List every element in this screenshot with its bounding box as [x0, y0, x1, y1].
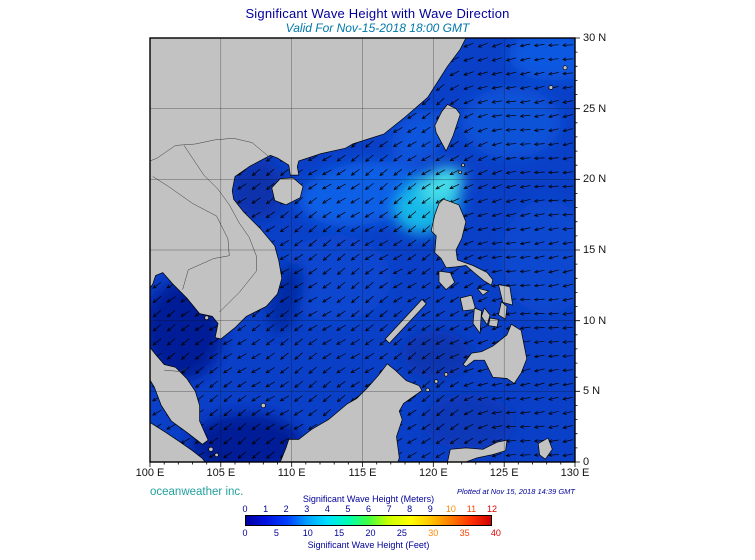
swh-region	[423, 394, 515, 451]
lon-tick-label: 125 E	[489, 467, 519, 479]
landmass-malay-peninsula	[150, 347, 209, 445]
lat-tick-label: 5 N	[583, 385, 601, 398]
swh-region	[402, 330, 471, 379]
colorbar-feet-label: Significant Wave Height (Feet)	[307, 540, 430, 550]
feet-tick-value: 10	[302, 528, 313, 538]
landmass-bohol	[488, 317, 499, 328]
feet-tick-value: 5	[273, 528, 279, 538]
small-islands	[204, 65, 568, 458]
feet-tick-value: 35	[459, 528, 470, 538]
feet-tick-value: 25	[396, 528, 407, 538]
meters-tick-value: 5	[345, 504, 351, 514]
landmass-mindanao	[462, 323, 528, 384]
landmass-luzon	[430, 198, 494, 286]
meters-tick-value: 11	[466, 504, 477, 514]
valid-time-subtitle: Valid For Nov-15-2018 18:00 GMT	[285, 21, 470, 35]
colorbar-gradient	[245, 515, 492, 526]
landmass-taiwan	[434, 104, 461, 152]
landmass-mainland-asia	[150, 38, 467, 340]
landmass-halmahera	[537, 437, 553, 460]
landmass-sulawesi	[447, 439, 508, 462]
swh-region	[189, 413, 303, 462]
latitude-axis: 30 N 25 N 20 N 15 N 10 N 5 N 0	[583, 32, 628, 468]
feet-tick-value: 15	[334, 528, 345, 538]
meters-tick-value: 9	[427, 504, 433, 514]
lon-tick-label: 115 E	[348, 467, 377, 479]
lon-tick-label: 130 E	[560, 467, 590, 479]
feet-tick-value: 30	[428, 528, 439, 538]
colorbar-meters-label: Significant Wave Height (Meters)	[302, 494, 435, 504]
meters-tick-value: 3	[304, 504, 310, 514]
country-borders	[150, 138, 270, 372]
meters-tick-value: 0	[242, 504, 248, 514]
lat-tick-label: 25 N	[583, 102, 607, 115]
meters-tick-value: 4	[324, 504, 330, 514]
meters-tick-value: 8	[407, 504, 413, 514]
lon-tick-label: 120 E	[418, 467, 448, 479]
swh-region	[461, 87, 561, 159]
map-frame	[149, 37, 576, 463]
lat-tick-label: 30 N	[583, 32, 607, 44]
landmass-leyte	[498, 301, 508, 320]
grid-lines	[150, 38, 575, 462]
lat-tick-label: 10 N	[583, 314, 607, 327]
swh-color-regions	[150, 38, 575, 462]
landmasses	[150, 38, 568, 462]
meters-tick-value: 10	[445, 504, 456, 514]
plotted-at-timestamp: Plotted at Nov 15, 2018 14:39 GMT	[457, 487, 575, 496]
lat-tick-label: 0	[583, 456, 590, 468]
landmass-borneo	[279, 363, 423, 462]
feet-tick-value: 0	[242, 528, 248, 538]
lat-tick-label: 20 N	[583, 173, 607, 186]
swh-region	[508, 38, 575, 81]
landmass-palawan	[384, 299, 427, 344]
landmass-masbate	[476, 287, 489, 296]
landmass-samar	[498, 284, 514, 306]
lon-tick-label: 105 E	[206, 467, 236, 479]
longitude-axis: 100 E 105 E 110 E 115 E 120 E 125 E 130 E	[136, 467, 590, 481]
meters-tick-value: 7	[386, 504, 392, 514]
landmass-mindoro	[438, 270, 455, 290]
lon-tick-label: 110 E	[277, 467, 306, 479]
meters-tick-value: 2	[283, 504, 289, 514]
lat-tick-label: 15 N	[583, 244, 607, 256]
swh-region	[230, 159, 285, 219]
colorbar-feet-ticks: 0 5 10 15 20 25 30 35 40	[242, 528, 500, 538]
colorbar-meters-ticks: 0 1 2 3 4 5 6 7 8 9 10 11 12	[242, 504, 497, 514]
landmass-sumatra	[150, 422, 206, 462]
meters-tick-value: 6	[365, 504, 372, 514]
swh-region	[420, 167, 463, 203]
feet-tick-value: 40	[490, 528, 501, 538]
axis-tick-marks	[149, 37, 580, 467]
oceanweather-credit: oceanweather inc.	[150, 486, 244, 498]
page-title: Significant Wave Height with Wave Direct…	[245, 6, 510, 21]
meters-tick-value: 1	[263, 504, 269, 514]
meters-tick-value: 12	[486, 504, 498, 514]
lon-tick-label: 100 E	[135, 467, 165, 479]
wave-height-map	[149, 37, 580, 467]
feet-tick-value: 20	[365, 528, 376, 538]
